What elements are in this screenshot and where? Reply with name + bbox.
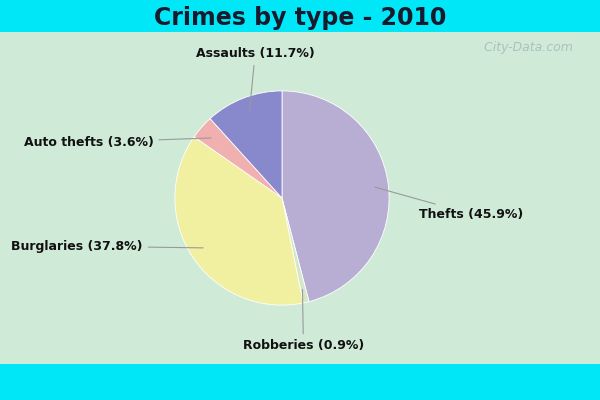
Text: Auto thefts (3.6%): Auto thefts (3.6%) (23, 136, 211, 149)
Wedge shape (210, 91, 282, 198)
Text: Robberies (0.9%): Robberies (0.9%) (243, 290, 364, 352)
Text: Thefts (45.9%): Thefts (45.9%) (375, 187, 523, 220)
Text: Crimes by type - 2010: Crimes by type - 2010 (154, 6, 446, 30)
Text: City-Data.com: City-Data.com (480, 42, 573, 54)
Wedge shape (282, 198, 309, 303)
Wedge shape (175, 137, 303, 305)
Text: Assaults (11.7%): Assaults (11.7%) (196, 47, 314, 110)
Text: Burglaries (37.8%): Burglaries (37.8%) (11, 240, 203, 253)
Wedge shape (282, 91, 389, 302)
Wedge shape (194, 119, 282, 198)
